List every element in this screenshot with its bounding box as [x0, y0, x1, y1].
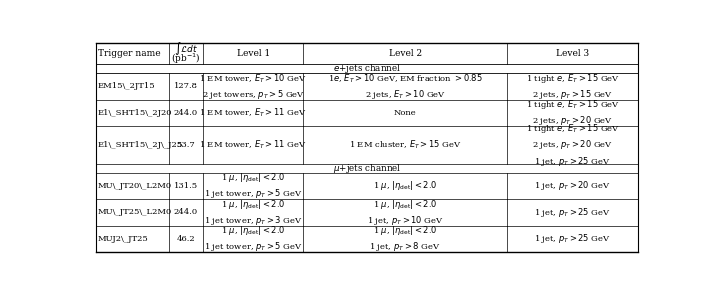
Text: Level 2: Level 2 — [389, 49, 422, 58]
Text: $e$+jets channel: $e$+jets channel — [333, 62, 401, 75]
Text: 1 $\mu$, $|\eta_{\mathrm{det}}| < 2.0$
1 jet tower, $p_T > 5$ GeV: 1 $\mu$, $|\eta_{\mathrm{det}}| < 2.0$ 1… — [204, 171, 303, 200]
Text: Level 3: Level 3 — [556, 49, 589, 58]
Text: 1 tight $e$, $E_T > 15$ GeV
2 jets, $p_T > 15$ GeV: 1 tight $e$, $E_T > 15$ GeV 2 jets, $p_T… — [526, 72, 619, 101]
Text: None: None — [394, 109, 417, 117]
Text: MUJ2\_JT25: MUJ2\_JT25 — [97, 235, 148, 243]
Text: 244.0: 244.0 — [174, 109, 198, 117]
Text: 1 tight $e$, $E_T > 15$ GeV
2 jets, $p_T > 20$ GeV: 1 tight $e$, $E_T > 15$ GeV 2 jets, $p_T… — [526, 98, 619, 128]
Text: 1 jet, $p_T > 20$ GeV: 1 jet, $p_T > 20$ GeV — [534, 179, 611, 192]
Text: $\int \mathcal{L}dt$: $\int \mathcal{L}dt$ — [174, 40, 198, 57]
Text: 131.5: 131.5 — [174, 182, 198, 190]
Text: 1 EM tower, $E_T > 11$ GeV: 1 EM tower, $E_T > 11$ GeV — [200, 107, 307, 119]
Text: 1 jet, $p_T > 25$ GeV: 1 jet, $p_T > 25$ GeV — [534, 232, 611, 245]
Text: 1 $\mu$, $|\eta_{\mathrm{det}}| < 2.0$
1 jet tower, $p_T > 5$ GeV: 1 $\mu$, $|\eta_{\mathrm{det}}| < 2.0$ 1… — [204, 224, 303, 253]
Text: 1 $\mu$, $|\eta_{\mathrm{det}}| < 2.0$
1 jet, $p_T > 10$ GeV: 1 $\mu$, $|\eta_{\mathrm{det}}| < 2.0$ 1… — [367, 198, 444, 227]
Text: 1 tight $e$, $E_T > 15$ GeV
2 jets, $p_T > 20$ GeV
1 jet, $p_T > 25$ GeV: 1 tight $e$, $E_T > 15$ GeV 2 jets, $p_T… — [526, 122, 619, 168]
Text: 1 EM cluster, $E_T > 15$ GeV: 1 EM cluster, $E_T > 15$ GeV — [349, 139, 462, 151]
Text: 244.0: 244.0 — [174, 208, 198, 216]
Text: MU\_JT20\_L2M0: MU\_JT20\_L2M0 — [97, 182, 172, 190]
Text: 1 $\mu$, $|\eta_{\mathrm{det}}| < 2.0$
1 jet tower, $p_T > 3$ GeV: 1 $\mu$, $|\eta_{\mathrm{det}}| < 2.0$ 1… — [204, 198, 303, 227]
Text: MU\_JT25\_L2M0: MU\_JT25\_L2M0 — [97, 208, 172, 216]
Text: 1 EM tower, $E_T > 11$ GeV: 1 EM tower, $E_T > 11$ GeV — [200, 139, 307, 151]
Text: 127.8: 127.8 — [174, 82, 198, 90]
Text: 1 jet, $p_T > 25$ GeV: 1 jet, $p_T > 25$ GeV — [534, 206, 611, 219]
Text: Level 1: Level 1 — [237, 49, 270, 58]
Text: 1$e$, $E_T > 10$ GeV, EM fraction $> 0.85$
2 jets, $E_T > 10$ GeV: 1$e$, $E_T > 10$ GeV, EM fraction $> 0.8… — [328, 72, 483, 101]
Text: 1 $\mu$, $|\eta_{\mathrm{det}}| < 2.0$
1 jet, $p_T > 8$ GeV: 1 $\mu$, $|\eta_{\mathrm{det}}| < 2.0$ 1… — [369, 224, 441, 253]
Text: 1 EM tower, $E_T > 10$ GeV
2 jet towers, $p_T > 5$ GeV: 1 EM tower, $E_T > 10$ GeV 2 jet towers,… — [200, 72, 307, 101]
Text: E1\_SHT15\_2J\_J25: E1\_SHT15\_2J\_J25 — [97, 141, 183, 149]
Text: 53.7: 53.7 — [177, 141, 195, 149]
Text: $\mu$+jets channel: $\mu$+jets channel — [333, 162, 401, 175]
Text: (pb$^{-1}$): (pb$^{-1}$) — [171, 51, 200, 66]
Text: E1\_SHT15\_2J20: E1\_SHT15\_2J20 — [97, 109, 172, 117]
Text: EM15\_2JT15: EM15\_2JT15 — [97, 82, 155, 90]
Text: 1 $\mu$, $|\eta_{\mathrm{det}}| < 2.0$: 1 $\mu$, $|\eta_{\mathrm{det}}| < 2.0$ — [373, 179, 437, 192]
Text: 46.2: 46.2 — [177, 235, 195, 243]
Text: Trigger name: Trigger name — [97, 49, 160, 58]
